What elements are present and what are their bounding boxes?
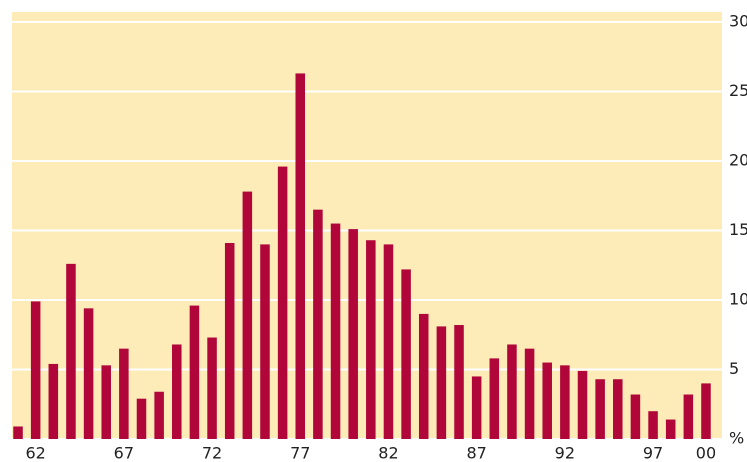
bar (577, 370, 588, 439)
bar (401, 269, 411, 439)
x-tick-label: 97 (643, 444, 663, 462)
bar (383, 244, 394, 439)
x-tick-label: 67 (114, 444, 134, 462)
bar (366, 240, 376, 439)
x-tick-label: 00 (696, 444, 716, 462)
bar (66, 263, 76, 439)
bar (207, 337, 217, 439)
bar (48, 363, 59, 439)
bar (30, 301, 41, 439)
bar (101, 365, 111, 439)
bar (154, 391, 164, 439)
bar (436, 326, 447, 439)
bar (507, 344, 517, 439)
bar (189, 305, 200, 439)
y-tick-label: 25 (729, 81, 747, 100)
bar (595, 379, 605, 439)
bar (665, 419, 676, 439)
bar (330, 223, 341, 439)
y-tick-label: 10 (729, 290, 747, 309)
bar (630, 394, 641, 439)
y-tick-label: 15 (729, 220, 747, 239)
bar (348, 229, 358, 439)
bar (13, 426, 23, 439)
bar (242, 191, 253, 439)
bar (701, 383, 711, 439)
x-tick-label: 92 (555, 444, 575, 462)
y-tick-label: 5 (729, 359, 739, 378)
bar (560, 365, 570, 439)
bar (172, 344, 182, 439)
bar (119, 348, 129, 439)
x-tick-label: 82 (378, 444, 398, 462)
bar (524, 348, 535, 439)
bar (277, 166, 288, 439)
x-tick-label: 87 (466, 444, 486, 462)
bar (313, 209, 323, 439)
bar (489, 358, 500, 439)
bar (471, 376, 482, 439)
bar (83, 308, 94, 439)
bar (542, 362, 552, 439)
y-tick-label: 20 (729, 151, 747, 170)
bar (260, 244, 270, 439)
bar (295, 73, 306, 440)
bar (648, 411, 658, 439)
x-tick-label: 72 (202, 444, 222, 462)
bar (136, 398, 147, 439)
x-tick-label: 62 (25, 444, 45, 462)
bar (613, 379, 623, 439)
y-tick-label: 30 (729, 12, 747, 31)
x-tick-label: 77 (290, 444, 310, 462)
bar (418, 313, 429, 439)
bar (224, 243, 235, 439)
bar (683, 394, 694, 439)
y-tick-label: % (729, 429, 744, 448)
bar (454, 325, 464, 439)
